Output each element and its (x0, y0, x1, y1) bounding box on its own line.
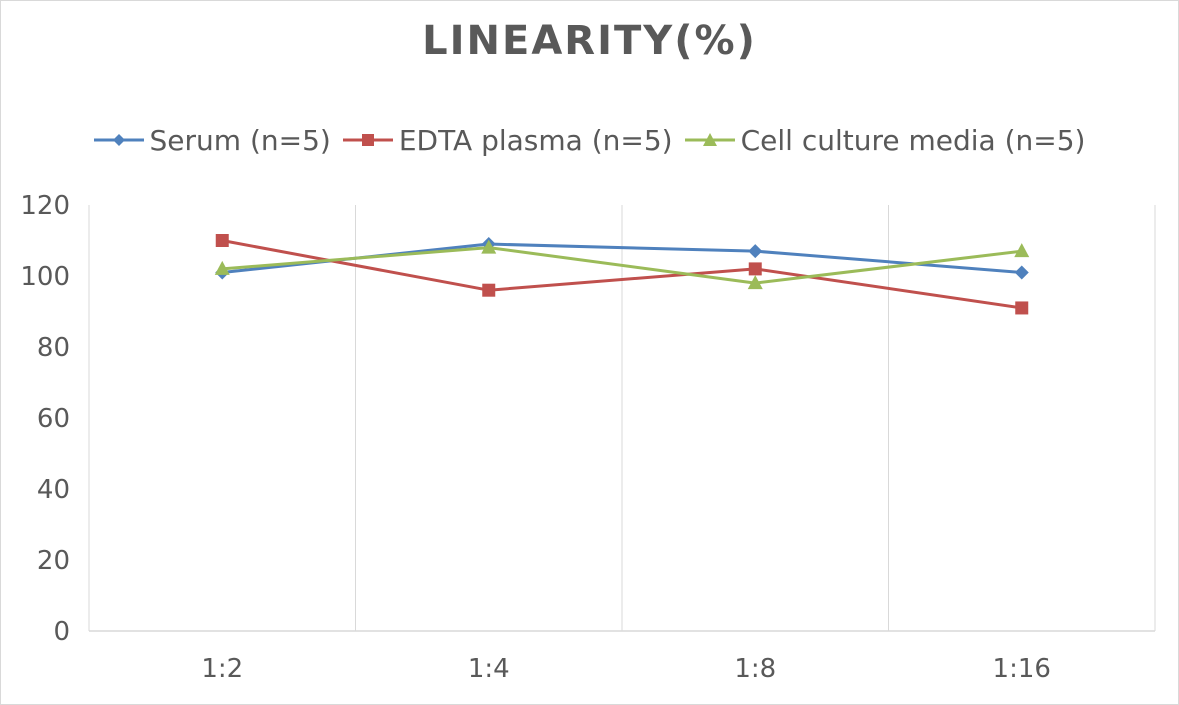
data-point-marker (747, 275, 763, 290)
chart-legend: Serum (n=5) EDTA plasma (n=5) Cell cultu… (0, 118, 1179, 162)
legend-label-edta-plasma: EDTA plasma (n=5) (398, 123, 673, 157)
data-point-marker (1015, 301, 1029, 315)
data-point-marker (481, 239, 497, 254)
x-tick-label: 1:4 (468, 654, 510, 684)
y-tick-label: 80 (37, 333, 70, 363)
legend-item-serum: Serum (n=5) (93, 123, 331, 157)
legend-marker-edta-plasma (361, 134, 374, 146)
x-tick-label: 1:8 (734, 654, 776, 684)
y-tick-label: 120 (20, 191, 70, 221)
y-tick-label: 20 (37, 546, 70, 576)
legend-marker-cell-culture-media (702, 133, 717, 146)
legend-label-cell-culture-media: Cell culture media (n=5) (740, 123, 1086, 157)
legend-swatch-edta-plasma (342, 134, 393, 146)
x-tick-label: 1:16 (993, 654, 1051, 684)
data-point-marker (1014, 243, 1030, 258)
data-point-marker (1014, 265, 1029, 280)
series-line (221, 239, 1022, 310)
legend-item-cell-culture-media: Cell culture media (n=5) (684, 123, 1086, 157)
y-tick-label: 100 (20, 262, 70, 292)
chart-title: LINEARITY(%) (422, 18, 757, 64)
data-point-marker (482, 283, 496, 297)
legend-item-edta-plasma: EDTA plasma (n=5) (342, 123, 673, 157)
data-point-marker (748, 262, 762, 276)
data-point-marker (215, 234, 229, 247)
grid-layer (88, 205, 1156, 631)
legend-swatch-cell-culture-media (684, 133, 735, 146)
y-tick-label: 60 (37, 404, 70, 434)
x-tick-label: 1:2 (201, 654, 243, 684)
data-point-marker (214, 260, 230, 275)
y-tick-label: 0 (53, 617, 70, 647)
legend-swatch-serum (93, 134, 144, 146)
y-tick-label: 40 (37, 475, 70, 505)
legend-marker-serum (112, 134, 125, 146)
axis-layer: 0 20 40 60 80 100 120 1:2 1:4 1:8 1:16 (20, 191, 1155, 684)
series-line (222, 246, 1022, 285)
data-point-marker (748, 244, 763, 259)
series-layer (214, 234, 1030, 315)
legend-label-serum: Serum (n=5) (149, 123, 331, 157)
